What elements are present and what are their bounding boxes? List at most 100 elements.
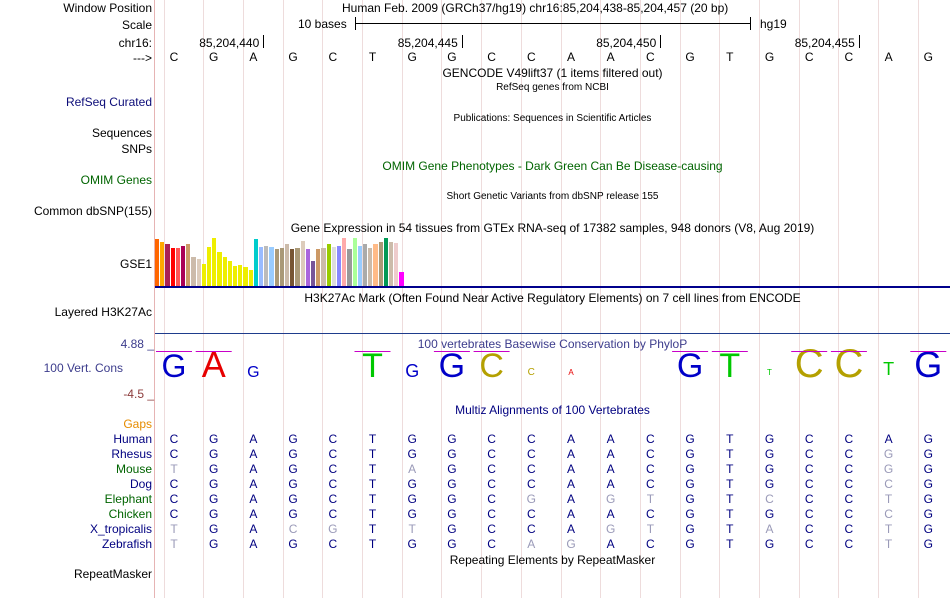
alignment-base: G bbox=[923, 462, 933, 476]
gtex-tissue-bar[interactable] bbox=[233, 266, 238, 286]
omim-genes-label[interactable]: OMIM Genes bbox=[80, 173, 152, 187]
ruler-position-label: 85,204,445 bbox=[397, 36, 458, 50]
phylop-track-title[interactable]: 100 vertebrates Basewise Conservation by… bbox=[417, 337, 688, 351]
species-label[interactable]: Mouse bbox=[115, 462, 152, 476]
gtex-tissue-bar[interactable] bbox=[264, 246, 269, 286]
alignment-base: A bbox=[249, 507, 258, 521]
repeatmasker-label[interactable]: RepeatMasker bbox=[73, 567, 152, 581]
gtex-tissue-bar[interactable] bbox=[259, 247, 264, 286]
gtex-tissue-bar[interactable] bbox=[357, 246, 362, 286]
multiz-track-title[interactable]: Multiz Alignments of 100 Vertebrates bbox=[455, 403, 650, 417]
h3k27ac-track-title[interactable]: H3K27Ac Mark (Often Found Near Active Re… bbox=[304, 291, 801, 305]
reference-base: G bbox=[209, 50, 219, 64]
gtex-tissue-bar[interactable] bbox=[337, 246, 342, 286]
gtex-tissue-bar[interactable] bbox=[295, 248, 300, 286]
alignment-base: C bbox=[804, 522, 814, 536]
gtex-tissue-bar[interactable] bbox=[326, 244, 331, 286]
alignment-base: G bbox=[209, 462, 219, 476]
species-label[interactable]: Elephant bbox=[104, 492, 152, 506]
gencode-track-title[interactable]: GENCODE V49lift37 (1 items filtered out) bbox=[442, 66, 663, 80]
gtex-tissue-bar[interactable] bbox=[342, 238, 347, 286]
refseq-curated-label[interactable]: RefSeq Curated bbox=[65, 95, 152, 109]
repeatmasker-track-title[interactable]: Repeating Elements by RepeatMasker bbox=[449, 553, 656, 567]
alignment-base: G bbox=[209, 492, 219, 506]
refseq-track-title[interactable]: RefSeq genes from NCBI bbox=[496, 82, 609, 93]
gtex-tissue-bar[interactable] bbox=[170, 248, 175, 286]
gtex-tissue-bar[interactable] bbox=[316, 249, 321, 286]
alignment-base: C bbox=[526, 507, 536, 521]
gtex-tissue-bar[interactable] bbox=[399, 272, 404, 286]
gtex-track-title[interactable]: Gene Expression in 54 tissues from GTEx … bbox=[290, 221, 815, 235]
gtex-tissue-bar[interactable] bbox=[212, 238, 217, 286]
gtex-tissue-bar[interactable] bbox=[222, 257, 227, 286]
gtex-tissue-bar[interactable] bbox=[207, 247, 212, 286]
gtex-tissue-bar[interactable] bbox=[248, 270, 253, 286]
gtex-tissue-bar[interactable] bbox=[305, 249, 310, 286]
publications-track-title[interactable]: Publications: Sequences in Scientific Ar… bbox=[453, 113, 652, 124]
gtex-tissue-bar[interactable] bbox=[227, 261, 232, 286]
gtex-tissue-bar[interactable] bbox=[311, 261, 316, 286]
reference-base: G bbox=[923, 50, 933, 64]
gtex-tissue-bar[interactable] bbox=[347, 249, 352, 286]
sequences-label[interactable]: Sequences bbox=[91, 126, 152, 140]
gtex-tissue-bar[interactable] bbox=[321, 248, 326, 286]
phylop-logo-glyph: T bbox=[883, 359, 894, 379]
gtex-tissue-bar[interactable] bbox=[253, 239, 258, 286]
gtex-tissue-bar[interactable] bbox=[279, 248, 284, 286]
gtex-tissue-bar[interactable] bbox=[238, 265, 243, 286]
gtex-tissue-bar[interactable] bbox=[165, 244, 170, 286]
gtex-tissue-bar[interactable] bbox=[155, 239, 160, 286]
gtex-tissue-bar[interactable] bbox=[378, 242, 383, 286]
gtex-tissue-bar[interactable] bbox=[389, 242, 394, 286]
gtex-tissue-bar[interactable] bbox=[175, 248, 180, 286]
gtex-tissue-bar[interactable] bbox=[352, 238, 357, 286]
gtex-tissue-bar[interactable] bbox=[243, 267, 248, 286]
gtex-tissue-bar[interactable] bbox=[368, 248, 373, 286]
alignment-base: T bbox=[368, 432, 377, 446]
gtex-tissue-bar[interactable] bbox=[300, 241, 305, 286]
gtex-tissue-bar[interactable] bbox=[285, 244, 290, 286]
alignment-base: C bbox=[487, 477, 496, 491]
gtex-tissue-bar[interactable] bbox=[201, 264, 206, 286]
gtex-tissue-bar[interactable] bbox=[290, 249, 295, 286]
alignment-base: A bbox=[566, 447, 575, 461]
gtex-tissue-bar[interactable] bbox=[196, 259, 201, 286]
species-label[interactable]: Rhesus bbox=[111, 447, 152, 461]
omim-track-title[interactable]: OMIM Gene Phenotypes - Dark Green Can Be… bbox=[382, 159, 723, 173]
gtex-tissue-bar[interactable] bbox=[274, 249, 279, 286]
gtex-bar-chart[interactable] bbox=[155, 237, 950, 287]
alignment-base: A bbox=[606, 537, 615, 551]
layered-h3k27ac-label[interactable]: Layered H3K27Ac bbox=[54, 305, 152, 319]
species-label[interactable]: Chicken bbox=[108, 507, 152, 521]
common-dbsnp-label[interactable]: Common dbSNP(155) bbox=[33, 204, 152, 218]
species-label[interactable]: X_tropicalis bbox=[89, 522, 152, 536]
species-label[interactable]: Dog bbox=[129, 477, 152, 491]
genome-browser-image[interactable] bbox=[155, 0, 950, 598]
species-label[interactable]: Human bbox=[113, 432, 152, 446]
gtex-tissue-bar[interactable] bbox=[394, 243, 399, 286]
phylop-track-label[interactable]: 100 Vert. Cons bbox=[43, 361, 123, 375]
gtex-tissue-bar[interactable] bbox=[186, 244, 191, 286]
gtex-tissue-bar[interactable] bbox=[383, 238, 388, 286]
gtex-tissue-bar[interactable] bbox=[269, 247, 274, 286]
gtex-tissue-bar[interactable] bbox=[217, 252, 222, 286]
base-grid-line bbox=[679, 0, 681, 598]
gtex-tissue-bar[interactable] bbox=[160, 242, 165, 286]
gtex-tissue-bar[interactable] bbox=[181, 246, 186, 286]
gtex-tissue-bar[interactable] bbox=[331, 247, 336, 286]
gtex-tissue-bar[interactable] bbox=[373, 244, 378, 286]
snps-label[interactable]: SNPs bbox=[121, 142, 152, 156]
alignment-base: C bbox=[328, 492, 338, 506]
gtex-tissue-bar[interactable] bbox=[363, 244, 368, 286]
gaps-label[interactable]: Gaps bbox=[123, 417, 152, 431]
alignment-base: G bbox=[209, 447, 219, 461]
alignment-base: C bbox=[804, 537, 814, 551]
base-grid-line bbox=[242, 0, 244, 598]
phylop-score-mark bbox=[791, 351, 828, 352]
gtex-tissue-bar[interactable] bbox=[191, 257, 196, 286]
dbsnp-track-title[interactable]: Short Genetic Variants from dbSNP releas… bbox=[446, 191, 659, 202]
species-label[interactable]: Zebrafish bbox=[101, 537, 152, 551]
gse1-label[interactable]: GSE1 bbox=[119, 257, 152, 271]
alignment-base: T bbox=[884, 522, 893, 536]
